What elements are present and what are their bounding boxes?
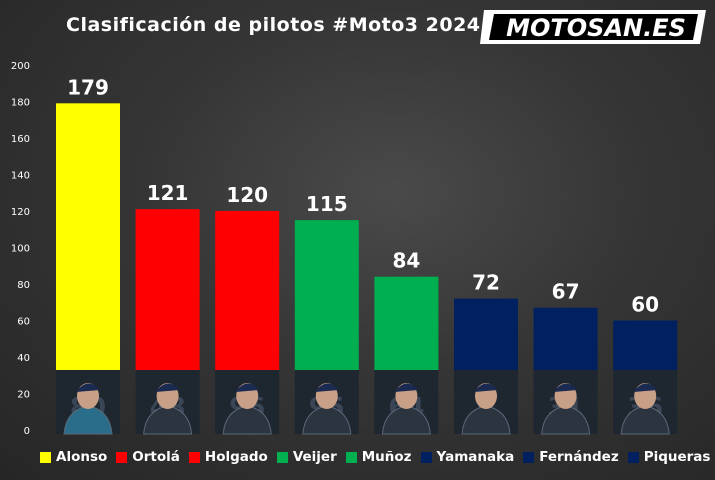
legend-item: Veijer: [276, 449, 337, 465]
y-axis: 0 20 40 60 80 100 120 140 160 180 200: [11, 61, 30, 437]
y-tick-label: 20: [17, 390, 30, 401]
legend-swatch: [116, 451, 128, 463]
bars: [56, 103, 678, 370]
legend-item: Holgado: [188, 449, 268, 465]
legend: Alonso Ortolá Holgado Veijer Muñoz Yamanaka Fe…: [40, 447, 715, 467]
y-tick-label: 120: [11, 207, 30, 218]
rider-photo: 96: [215, 370, 280, 435]
legend-item: Piqueras: [627, 449, 711, 465]
legend-swatch: [627, 451, 639, 463]
y-tick-label: 180: [11, 98, 30, 109]
rider-photo: 95: [294, 370, 359, 435]
y-tick-label: 140: [11, 171, 30, 182]
rider-photo: 31: [533, 370, 598, 435]
bar-fernández: [533, 307, 598, 370]
bar-veijer: [294, 220, 359, 370]
y-tick-label: 200: [11, 61, 30, 72]
legend-label: Ortolá: [132, 449, 180, 465]
legend-swatch: [40, 451, 51, 463]
chart-title: Clasificación de pilotos #Moto3 2024: [66, 14, 481, 36]
y-tick-label: 60: [17, 317, 30, 328]
legend-item: Alonso: [40, 449, 107, 465]
data-label: 115: [306, 192, 348, 216]
data-label: 72: [472, 271, 500, 295]
bar-alonso: [56, 103, 120, 370]
legend-label: Alonso: [56, 449, 108, 465]
y-tick-label: 160: [11, 134, 30, 145]
data-label: 84: [392, 249, 420, 273]
rider-photo: 36: [613, 370, 678, 435]
legend-label: Veijer: [292, 449, 337, 465]
legend-item: Ortolá: [116, 449, 180, 465]
rider-photos: 804896956463136: [56, 370, 678, 435]
legend-swatch: [188, 451, 200, 463]
legend-swatch: [420, 451, 432, 463]
data-label: 179: [67, 75, 109, 99]
logo-text: MOTOSAN.ES: [506, 14, 686, 42]
legend-label: Yamanaka: [436, 449, 515, 465]
legend-swatch: [345, 451, 357, 463]
legend-label: Fernández: [539, 449, 619, 465]
y-tick-label: 100: [11, 244, 30, 255]
legend-item: Fernández: [523, 449, 619, 465]
legend-swatch: [523, 451, 535, 463]
legend-label: Muñoz: [361, 449, 412, 465]
bar-holgado: [215, 211, 280, 370]
data-label: 60: [631, 293, 659, 317]
y-tick-label: 80: [17, 280, 30, 291]
bar-ortolá: [135, 209, 200, 370]
bar-piqueras: [613, 320, 678, 370]
data-labels: 179 121 120 115 84 72 67 60: [67, 75, 659, 316]
legend-label: Holgado: [204, 449, 268, 465]
bar-muñoz: [374, 276, 439, 370]
y-tick-label: 40: [17, 353, 30, 364]
rider-photo: 80: [56, 370, 120, 435]
motosan-logo: MOTOSAN.ES: [480, 10, 706, 44]
legend-label: Piqueras: [643, 449, 711, 465]
legend-item: Muñoz: [345, 449, 412, 465]
data-label: 120: [226, 183, 268, 207]
data-label: 121: [147, 181, 189, 205]
legend-item: Yamanaka: [420, 449, 515, 465]
data-label: 67: [552, 280, 580, 304]
rider-photo: 6: [454, 370, 518, 435]
rider-photo: 64: [374, 370, 439, 435]
legend-swatch: [276, 451, 288, 463]
rider-photo: 48: [135, 370, 200, 435]
y-tick-label: 0: [24, 426, 30, 437]
bar-yamanaka: [454, 298, 518, 370]
